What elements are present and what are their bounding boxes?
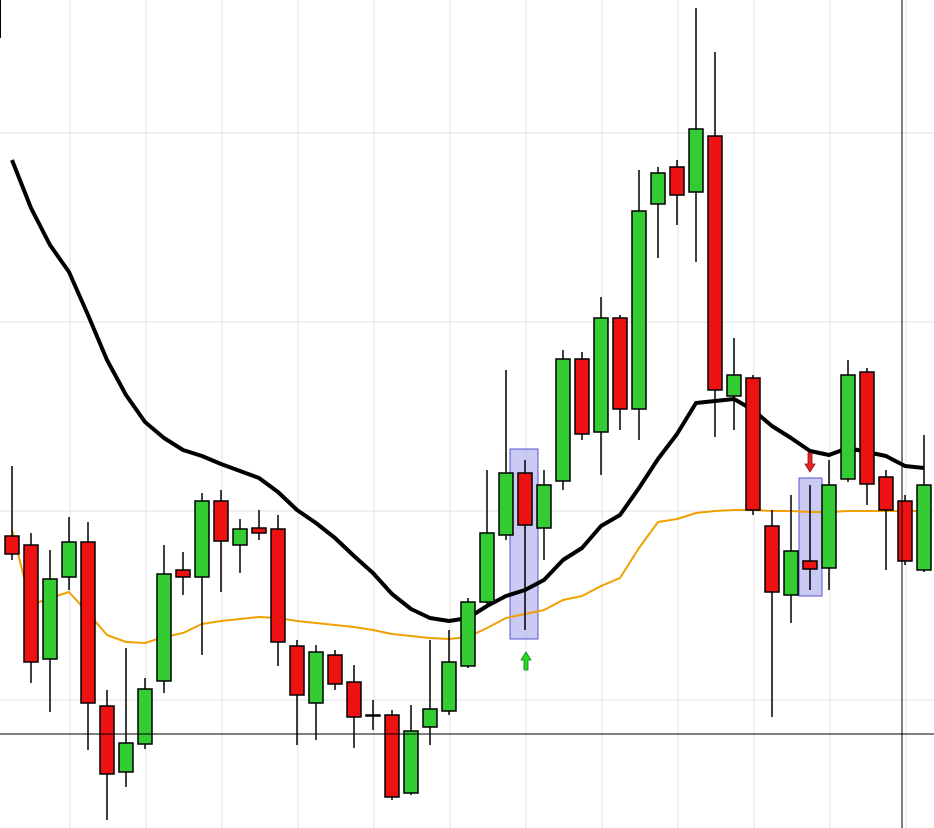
candle-body bbox=[764, 525, 780, 593]
candle-body bbox=[536, 484, 552, 529]
candle-body bbox=[99, 705, 115, 775]
pattern-highlight bbox=[509, 448, 539, 640]
candle-body bbox=[726, 374, 742, 397]
candle-body bbox=[118, 742, 134, 773]
candle-body bbox=[802, 560, 818, 570]
candle-body bbox=[479, 532, 495, 603]
candle-body bbox=[517, 472, 533, 526]
candle-body bbox=[80, 541, 96, 704]
candle-body bbox=[384, 714, 400, 798]
candle-body bbox=[688, 128, 704, 193]
candle-body bbox=[441, 661, 457, 712]
candle-body bbox=[270, 528, 286, 643]
candle-body bbox=[289, 645, 305, 696]
sell-arrow bbox=[804, 452, 816, 473]
candle-body bbox=[707, 135, 723, 391]
candle-body bbox=[859, 371, 875, 485]
candle-body bbox=[4, 535, 20, 555]
candle-body bbox=[460, 601, 476, 667]
candle-body bbox=[308, 651, 324, 704]
marks bbox=[4, 8, 932, 820]
candle-body bbox=[783, 550, 799, 596]
candle-body bbox=[232, 528, 248, 546]
candle-body bbox=[422, 708, 438, 728]
candle-body bbox=[745, 377, 761, 511]
candle-body bbox=[61, 541, 77, 578]
candle-body bbox=[612, 317, 628, 410]
candle-body bbox=[498, 472, 514, 536]
candle-body bbox=[878, 476, 894, 511]
candle-body bbox=[23, 544, 39, 663]
buy-arrow bbox=[520, 651, 532, 671]
candle-body bbox=[42, 578, 58, 660]
candle-body bbox=[593, 317, 609, 433]
candle-body bbox=[156, 573, 172, 682]
candle-body bbox=[555, 358, 571, 482]
candle-body bbox=[346, 681, 362, 718]
candle-body bbox=[916, 484, 932, 571]
candle-body bbox=[574, 358, 590, 435]
candle-body bbox=[365, 714, 381, 717]
candle-body bbox=[669, 166, 685, 196]
candle-body bbox=[327, 654, 343, 685]
candle-body bbox=[251, 527, 267, 534]
candle-body bbox=[137, 688, 153, 745]
candle-body bbox=[403, 730, 419, 794]
candle-body bbox=[175, 569, 191, 578]
candle-body bbox=[840, 374, 856, 480]
candle-body bbox=[821, 484, 837, 569]
candle-body bbox=[194, 500, 210, 578]
candle-body bbox=[650, 172, 666, 205]
candle-body bbox=[213, 500, 229, 542]
candle-body bbox=[897, 500, 913, 562]
candle-body bbox=[631, 210, 647, 410]
